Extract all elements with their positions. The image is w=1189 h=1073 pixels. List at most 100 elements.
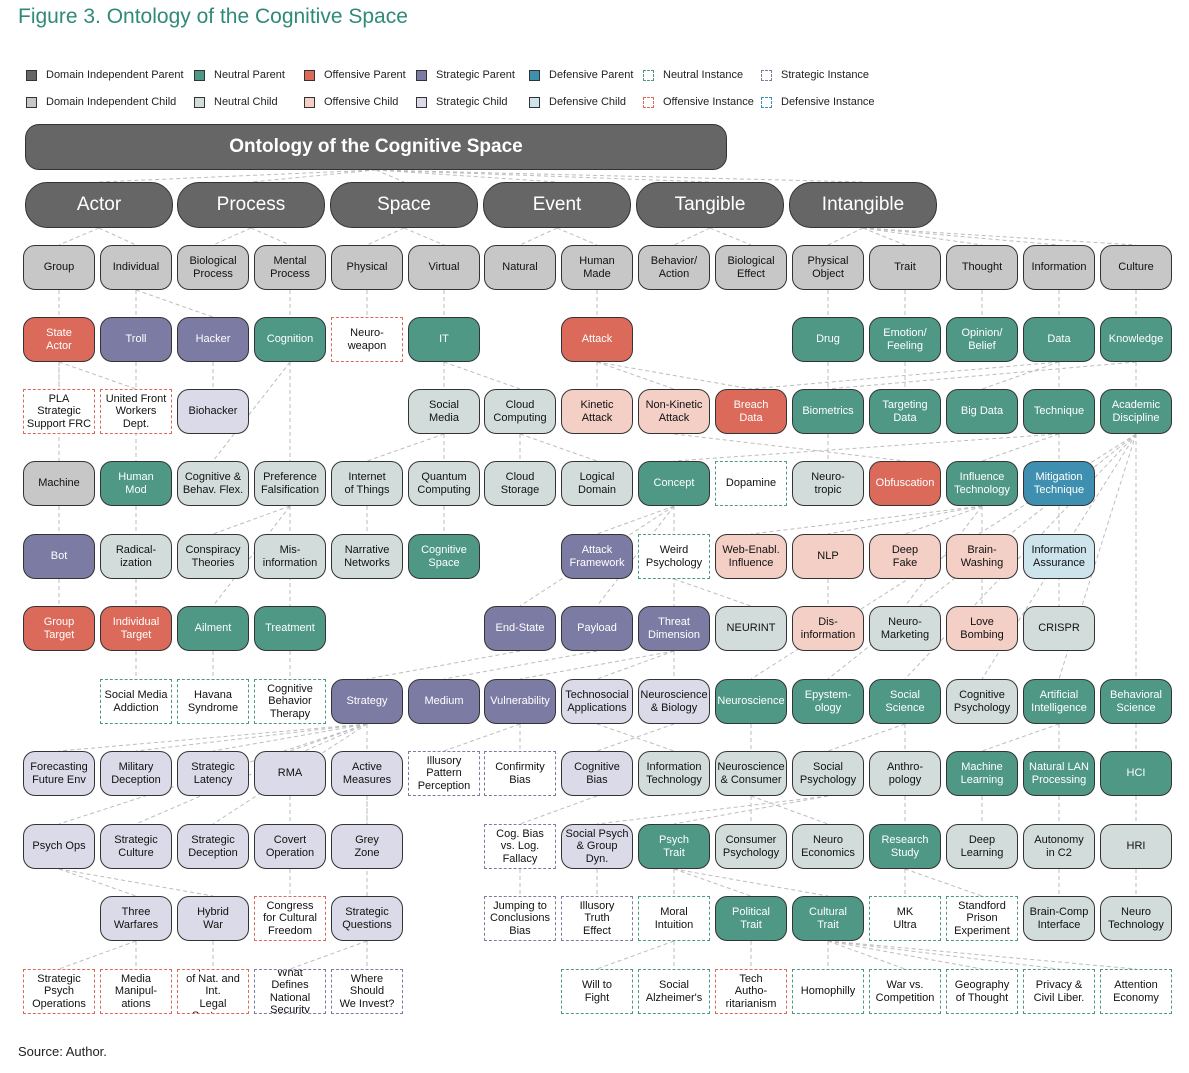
legend-item-strategic-instance: Strategic Instance bbox=[761, 68, 869, 82]
node-three-warfares: Three Warfares bbox=[100, 896, 172, 941]
node-attack: Attack bbox=[561, 317, 633, 362]
node-dis-information: Dis-information bbox=[792, 606, 864, 651]
node-technique: Technique bbox=[1023, 389, 1095, 434]
legend-label: Offensive Parent bbox=[324, 69, 406, 81]
node-biological-effect: Biological Effect bbox=[715, 245, 787, 290]
legend-item-strategic-parent: Strategic Parent bbox=[416, 68, 515, 82]
node-big-data: Big Data bbox=[946, 389, 1018, 434]
node-strategic-latency: Strategic Latency bbox=[177, 751, 249, 796]
connector-line bbox=[827, 940, 1060, 970]
connector-line bbox=[58, 723, 368, 752]
node-moral-intuition: Moral Intuition bbox=[638, 896, 710, 941]
legend-swatch bbox=[416, 96, 427, 108]
node-kinetic-attack: Kinetic Attack bbox=[561, 389, 633, 434]
legend-swatch bbox=[26, 96, 37, 108]
node-vulnerability: Vulnerability bbox=[484, 679, 556, 724]
node-autonomy-in-c2: Autonomy in C2 bbox=[1023, 824, 1095, 869]
connector-line bbox=[519, 650, 675, 680]
node-troll: Troll bbox=[100, 317, 172, 362]
node-social-alzheimer-s: Social Alzheimer's bbox=[638, 969, 710, 1014]
connector-line bbox=[981, 361, 1060, 390]
node-geography-of-thought: Geography of Thought bbox=[946, 969, 1018, 1014]
node-breach-data: Breach Data bbox=[715, 389, 787, 434]
connector-line bbox=[827, 723, 906, 752]
connector-line bbox=[212, 227, 252, 246]
connector-line bbox=[596, 505, 675, 607]
connector-line bbox=[596, 723, 675, 752]
node-preference-falsification: Preference Falsification bbox=[254, 461, 326, 506]
legend-label: Defensive Instance bbox=[781, 96, 875, 108]
connector-line bbox=[827, 361, 1137, 390]
node-media-manipul-ations: Media Manipul-ations bbox=[100, 969, 172, 1014]
node-natural: Natural bbox=[484, 245, 556, 290]
node-mental-process: Mental Process bbox=[254, 245, 326, 290]
connector-line bbox=[519, 795, 598, 825]
node-biometrics: Biometrics bbox=[792, 389, 864, 434]
node-cognitive-psychology: Cognitive Psychology bbox=[946, 679, 1018, 724]
legend-label: Offensive Instance bbox=[663, 96, 754, 108]
node-congress-for-cultural-freedom: Congress for Cultural Freedom bbox=[254, 896, 326, 941]
node-war-vs-competition: War vs. Competition bbox=[869, 969, 941, 1014]
legend-item-neutral-parent: Neutral Parent bbox=[194, 68, 285, 82]
connector-line bbox=[673, 433, 1060, 462]
node-cognitive-behav-flex: Cognitive & Behav. Flex. bbox=[177, 461, 249, 506]
category-space: Space bbox=[330, 182, 478, 228]
connector-line bbox=[58, 868, 137, 897]
node-forecasting-future-env: Forecasting Future Env bbox=[23, 751, 95, 796]
connector-line bbox=[58, 361, 137, 390]
node-technosocial-applications: Technosocial Applications bbox=[561, 679, 633, 724]
legend-label: Strategic Child bbox=[436, 96, 508, 108]
legend-label: Strategic Instance bbox=[781, 69, 870, 81]
node-conspiracy-theories: Conspiracy Theories bbox=[177, 534, 249, 579]
node-neuro-tropic: Neuro-tropic bbox=[792, 461, 864, 506]
connector-line bbox=[673, 433, 906, 462]
connector-line bbox=[750, 361, 1060, 390]
node-cognitive-behavior-therapy: Cognitive Behavior Therapy bbox=[254, 679, 326, 724]
legend-label: Domain Independent Child bbox=[46, 96, 177, 108]
connector-line bbox=[596, 505, 675, 535]
legend-label: Offensive Child bbox=[324, 96, 399, 108]
node-neuro-marketing: Neuro- Marketing bbox=[869, 606, 941, 651]
node-where-should-we-invest: Where Should We Invest? bbox=[331, 969, 403, 1014]
connector-line bbox=[750, 505, 983, 535]
node-brain-washing: Brain- Washing bbox=[946, 534, 1018, 579]
legend-swatch bbox=[304, 96, 315, 108]
node-bot: Bot bbox=[23, 534, 95, 579]
node-culture: Culture bbox=[1100, 245, 1172, 290]
node-quantum-computing: Quantum Computing bbox=[408, 461, 480, 506]
legend-item-neutral-child: Neutral Child bbox=[194, 95, 278, 109]
connector-line bbox=[904, 868, 983, 897]
legend-item-defensive-instance: Defensive Instance bbox=[761, 95, 875, 109]
legend-swatch bbox=[761, 69, 772, 81]
node-hri: HRI bbox=[1100, 824, 1172, 869]
connector-line bbox=[904, 433, 1137, 680]
legend-item-neutral-instance: Neutral Instance bbox=[643, 68, 743, 82]
node-attack-framework: Attack Framework bbox=[561, 534, 633, 579]
node-attention-economy: Attention Economy bbox=[1100, 969, 1172, 1014]
node-social-psych-group-dyn: Social Psych & Group Dyn. bbox=[561, 824, 633, 869]
node-influence-technology: Influence Technology bbox=[946, 461, 1018, 506]
connector-line bbox=[403, 227, 445, 246]
connector-line bbox=[673, 868, 752, 897]
legend-item-domain-independent-parent: Domain Independent Parent bbox=[26, 68, 184, 82]
node-payload: Payload bbox=[561, 606, 633, 651]
node-cultural-trait: Cultural Trait bbox=[792, 896, 864, 941]
node-targeting-data: Targeting Data bbox=[869, 389, 941, 434]
legend-swatch bbox=[643, 69, 654, 81]
node-standford-prison-experiment: Standford Prison Experiment bbox=[946, 896, 1018, 941]
connector-line bbox=[827, 940, 983, 970]
node-physical-object: Physical Object bbox=[792, 245, 864, 290]
legend-item-offensive-instance: Offensive Instance bbox=[643, 95, 754, 109]
node-privacy-civil-liber: Privacy & Civil Liber. bbox=[1023, 969, 1095, 1014]
node-knowledge: Knowledge bbox=[1100, 317, 1172, 362]
node-neuroscience: Neuroscience bbox=[715, 679, 787, 724]
node-mk-ultra: MK Ultra bbox=[869, 896, 941, 941]
node-strategic-deception: Strategic Deception bbox=[177, 824, 249, 869]
node-obfuscation: Obfuscation bbox=[869, 461, 941, 506]
connector-line bbox=[366, 433, 445, 462]
node-thought: Thought bbox=[946, 245, 1018, 290]
connector-line bbox=[58, 227, 100, 246]
legend-item-defensive-parent: Defensive Parent bbox=[529, 68, 633, 82]
node-jumping-to-conclusions-bias: Jumping to Conclusions Bias bbox=[484, 896, 556, 941]
node-opinion-belief: Opinion/Belief bbox=[946, 317, 1018, 362]
